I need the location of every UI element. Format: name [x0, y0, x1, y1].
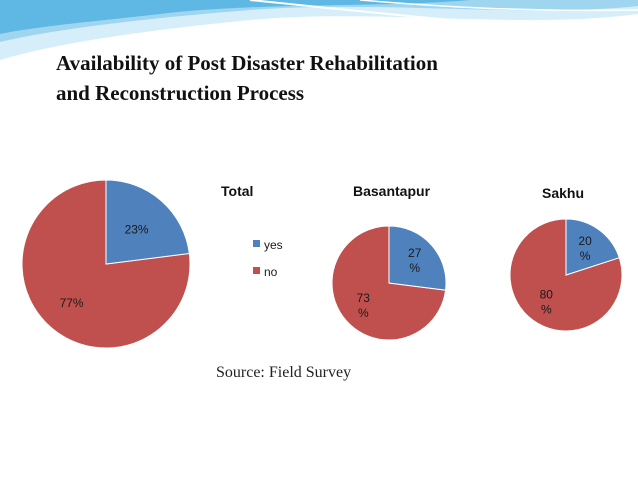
- legend-label-no: no: [264, 265, 278, 279]
- slice-label-line-1: 80: [540, 288, 554, 302]
- header-banner: [0, 0, 638, 60]
- slice-label-line-2: %: [541, 303, 552, 317]
- slice-label-sakhu-yes: 20%: [578, 234, 592, 263]
- banner-wave-dark: [0, 0, 470, 34]
- slide-title-line-2: and Reconstruction Process: [56, 81, 305, 105]
- legend-swatch-yes: [253, 240, 260, 247]
- pie-slice-basantapur-yes: [388, 225, 447, 291]
- pie-chart-sakhu: Sakhu 20 %80%: [509, 185, 623, 332]
- legend: yes no: [253, 238, 283, 279]
- legend-label-yes: yes: [264, 238, 283, 252]
- pie-charts-figure: Total 23%77% yes no Basantapur 27 %73% Sa…: [0, 148, 638, 393]
- slice-label-line-1: 23%: [125, 222, 149, 236]
- slice-label-basantapur-no: 73%: [357, 291, 371, 320]
- legend-swatch-no: [253, 267, 260, 274]
- banner-wave-line-2: [359, 0, 638, 12]
- slice-label-sakhu-no: 80%: [540, 288, 554, 317]
- slice-label-total-yes: 23%: [125, 222, 149, 236]
- slice-label-line-1: 77%: [60, 296, 84, 310]
- slice-label-line-1: 27: [408, 246, 422, 260]
- banner-wave-line: [249, 0, 638, 31]
- chart-title-basantapur: Basantapur: [353, 183, 431, 199]
- chart-title-sakhu: Sakhu: [542, 185, 584, 201]
- pie-slice-sakhu-no: [509, 218, 623, 332]
- chart-title-total: Total: [221, 183, 253, 199]
- pie-chart-basantapur: Basantapur 27 %73%: [331, 183, 447, 341]
- pie-slice-sakhu-yes: [565, 218, 620, 276]
- slice-label-line-2: %: [409, 261, 420, 275]
- slice-label-basantapur-yes: 27%: [408, 246, 422, 275]
- pie-chart-total: Total 23% 77%: [21, 179, 253, 349]
- slice-label-line-1: 73: [357, 291, 371, 305]
- slice-label-total-no: 77%: [60, 296, 84, 310]
- pie-slice-total-yes: [105, 179, 190, 265]
- slice-label-line-1: 20: [578, 234, 592, 248]
- slice-label-line-2: %: [358, 306, 369, 320]
- slide-title-line-1: Availability of Post Disaster Rehabilita…: [56, 51, 438, 75]
- slide-title: Availability of Post Disaster Rehabilita…: [56, 48, 616, 108]
- slice-label-line-2: %: [580, 249, 591, 263]
- source-note: Source: Field Survey: [216, 364, 352, 381]
